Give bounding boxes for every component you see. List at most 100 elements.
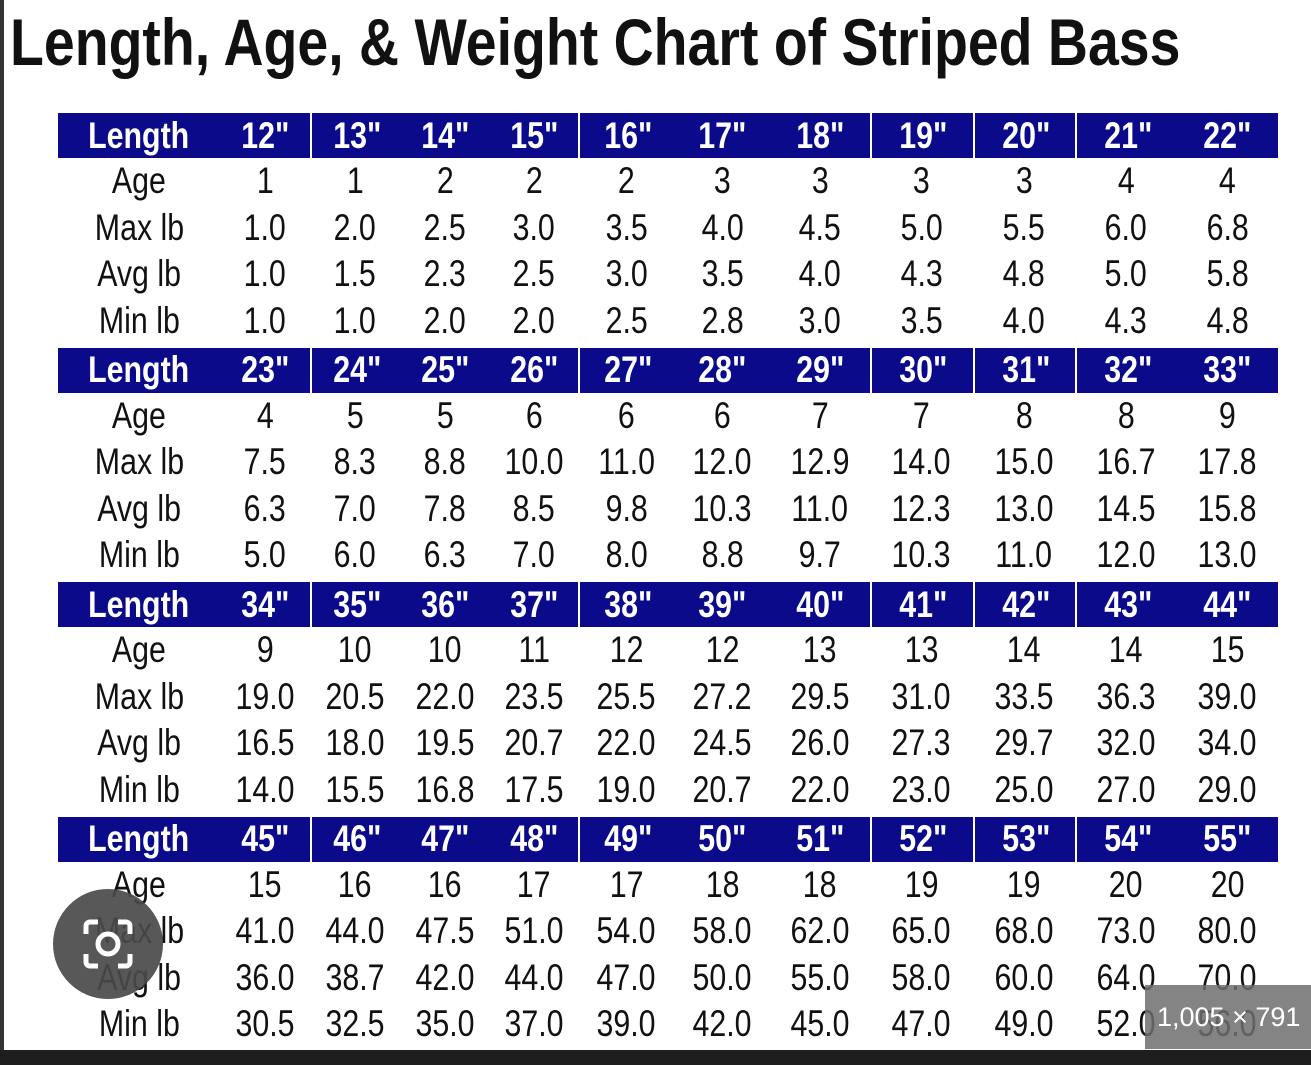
length-cell: 26"	[490, 347, 578, 393]
length: 37"	[509, 583, 559, 625]
value: 7.0	[512, 534, 556, 575]
value: 12.0	[692, 441, 753, 482]
value-cell: 18	[770, 862, 870, 908]
length-cell: 46"	[310, 816, 402, 862]
length: 44"	[1203, 583, 1252, 625]
value-cell: 15.8	[1177, 486, 1278, 532]
value: 2.3	[423, 253, 467, 294]
value-cell: 7.0	[310, 486, 400, 532]
value: 54.0	[596, 910, 657, 951]
value-cell: 2	[490, 158, 578, 204]
value: 10.3	[692, 487, 753, 529]
value: 42.0	[415, 956, 475, 998]
value: 68.0	[994, 910, 1054, 951]
length-cell: 19"	[870, 113, 975, 158]
row-label: Age	[112, 160, 166, 201]
length: 50"	[698, 818, 747, 859]
value: 38.7	[325, 956, 385, 998]
value-cell: 18.0	[310, 720, 400, 766]
value-cell: 1.0	[220, 205, 310, 251]
value: 15	[248, 863, 282, 905]
value-cell: 2.5	[490, 251, 578, 297]
value-cell: 50.0	[675, 955, 770, 1001]
value: 3.0	[512, 206, 556, 248]
value-cell: 58.0	[675, 908, 770, 954]
value: 1	[256, 160, 274, 201]
value-cell: 5.5	[973, 205, 1075, 251]
length-cell: 52"	[870, 816, 975, 862]
value-cell: 22.0	[400, 674, 490, 720]
length: 41"	[899, 583, 948, 625]
value-cell: 19.5	[400, 720, 490, 766]
value: 16	[338, 863, 372, 905]
value-cell: 44.0	[310, 908, 400, 954]
value-cell: 49.0	[973, 1001, 1075, 1047]
value: 2.0	[333, 206, 377, 248]
value: 6.3	[423, 534, 467, 575]
value: 80.0	[1197, 910, 1258, 951]
length: 28"	[698, 349, 747, 390]
value: 4.0	[1002, 299, 1046, 341]
value-cell: 9	[220, 627, 310, 673]
frame-edge	[0, 1050, 1311, 1065]
value: 5.0	[243, 534, 287, 575]
value-cell: 31.0	[870, 674, 973, 720]
value-cell: 9	[1177, 393, 1278, 439]
value-cell: 3.5	[675, 251, 770, 297]
value-cell: 1	[220, 158, 310, 204]
value: 8.3	[333, 441, 377, 482]
value: 13	[904, 629, 939, 670]
value-cell: 25.0	[973, 767, 1075, 813]
length: 25"	[420, 349, 470, 390]
length: 13"	[332, 114, 382, 156]
length: 35"	[332, 583, 382, 625]
value: 19.0	[596, 768, 657, 810]
value-cell: 20	[1177, 862, 1278, 908]
value: 25.0	[994, 768, 1054, 810]
value-cell: 18	[675, 862, 770, 908]
header-label: Length	[88, 349, 190, 390]
length: 52"	[899, 818, 948, 859]
value-cell: 42.0	[675, 1001, 770, 1047]
value-cell: 58.0	[870, 955, 973, 1001]
value: 4	[1219, 160, 1236, 201]
header-label-cell: Length	[58, 347, 220, 393]
value: 37.0	[504, 1003, 564, 1044]
value-cell: 3.5	[870, 298, 973, 344]
title: Length, Age, & Weight Chart of Striped B…	[10, 5, 1181, 79]
value-cell: 24.5	[675, 720, 770, 766]
value-cell: 4.0	[770, 251, 870, 297]
value-cell: 3.0	[578, 251, 675, 297]
value: 3	[714, 160, 731, 201]
value-cell: 6.0	[310, 532, 400, 578]
length-cell: 35"	[310, 582, 402, 627]
value: 22.0	[790, 768, 850, 810]
length-cell: 30"	[870, 347, 975, 393]
length: 20"	[1001, 114, 1051, 156]
row-label-cell: Avg lb	[58, 251, 220, 297]
value-cell: 2	[578, 158, 675, 204]
value-cell: 8	[1075, 393, 1177, 439]
value-cell: 23.0	[870, 767, 973, 813]
row-label: Min lb	[98, 1003, 180, 1044]
length-cell: 33"	[1177, 347, 1278, 393]
value: 32.0	[1096, 722, 1156, 763]
value: 4.3	[900, 253, 943, 294]
value: 65.0	[891, 910, 952, 951]
length-cell: 45"	[220, 816, 310, 862]
row-label-cell: Max lb	[58, 674, 220, 720]
value: 6	[618, 394, 635, 436]
value-cell: 5	[310, 393, 400, 439]
value-cell: 15.5	[310, 767, 400, 813]
visual-search-button[interactable]	[52, 888, 164, 1000]
value: 5.5	[1002, 206, 1046, 248]
header-label: Length	[88, 583, 190, 625]
value: 58.0	[692, 910, 753, 951]
length-cell: 54"	[1075, 816, 1179, 862]
value: 1.0	[243, 299, 287, 341]
value-cell: 13.0	[973, 486, 1075, 532]
value: 8.0	[605, 534, 648, 575]
length-cell: 12"	[220, 113, 310, 158]
value: 18	[803, 863, 837, 905]
value-cell: 14.0	[220, 767, 310, 813]
